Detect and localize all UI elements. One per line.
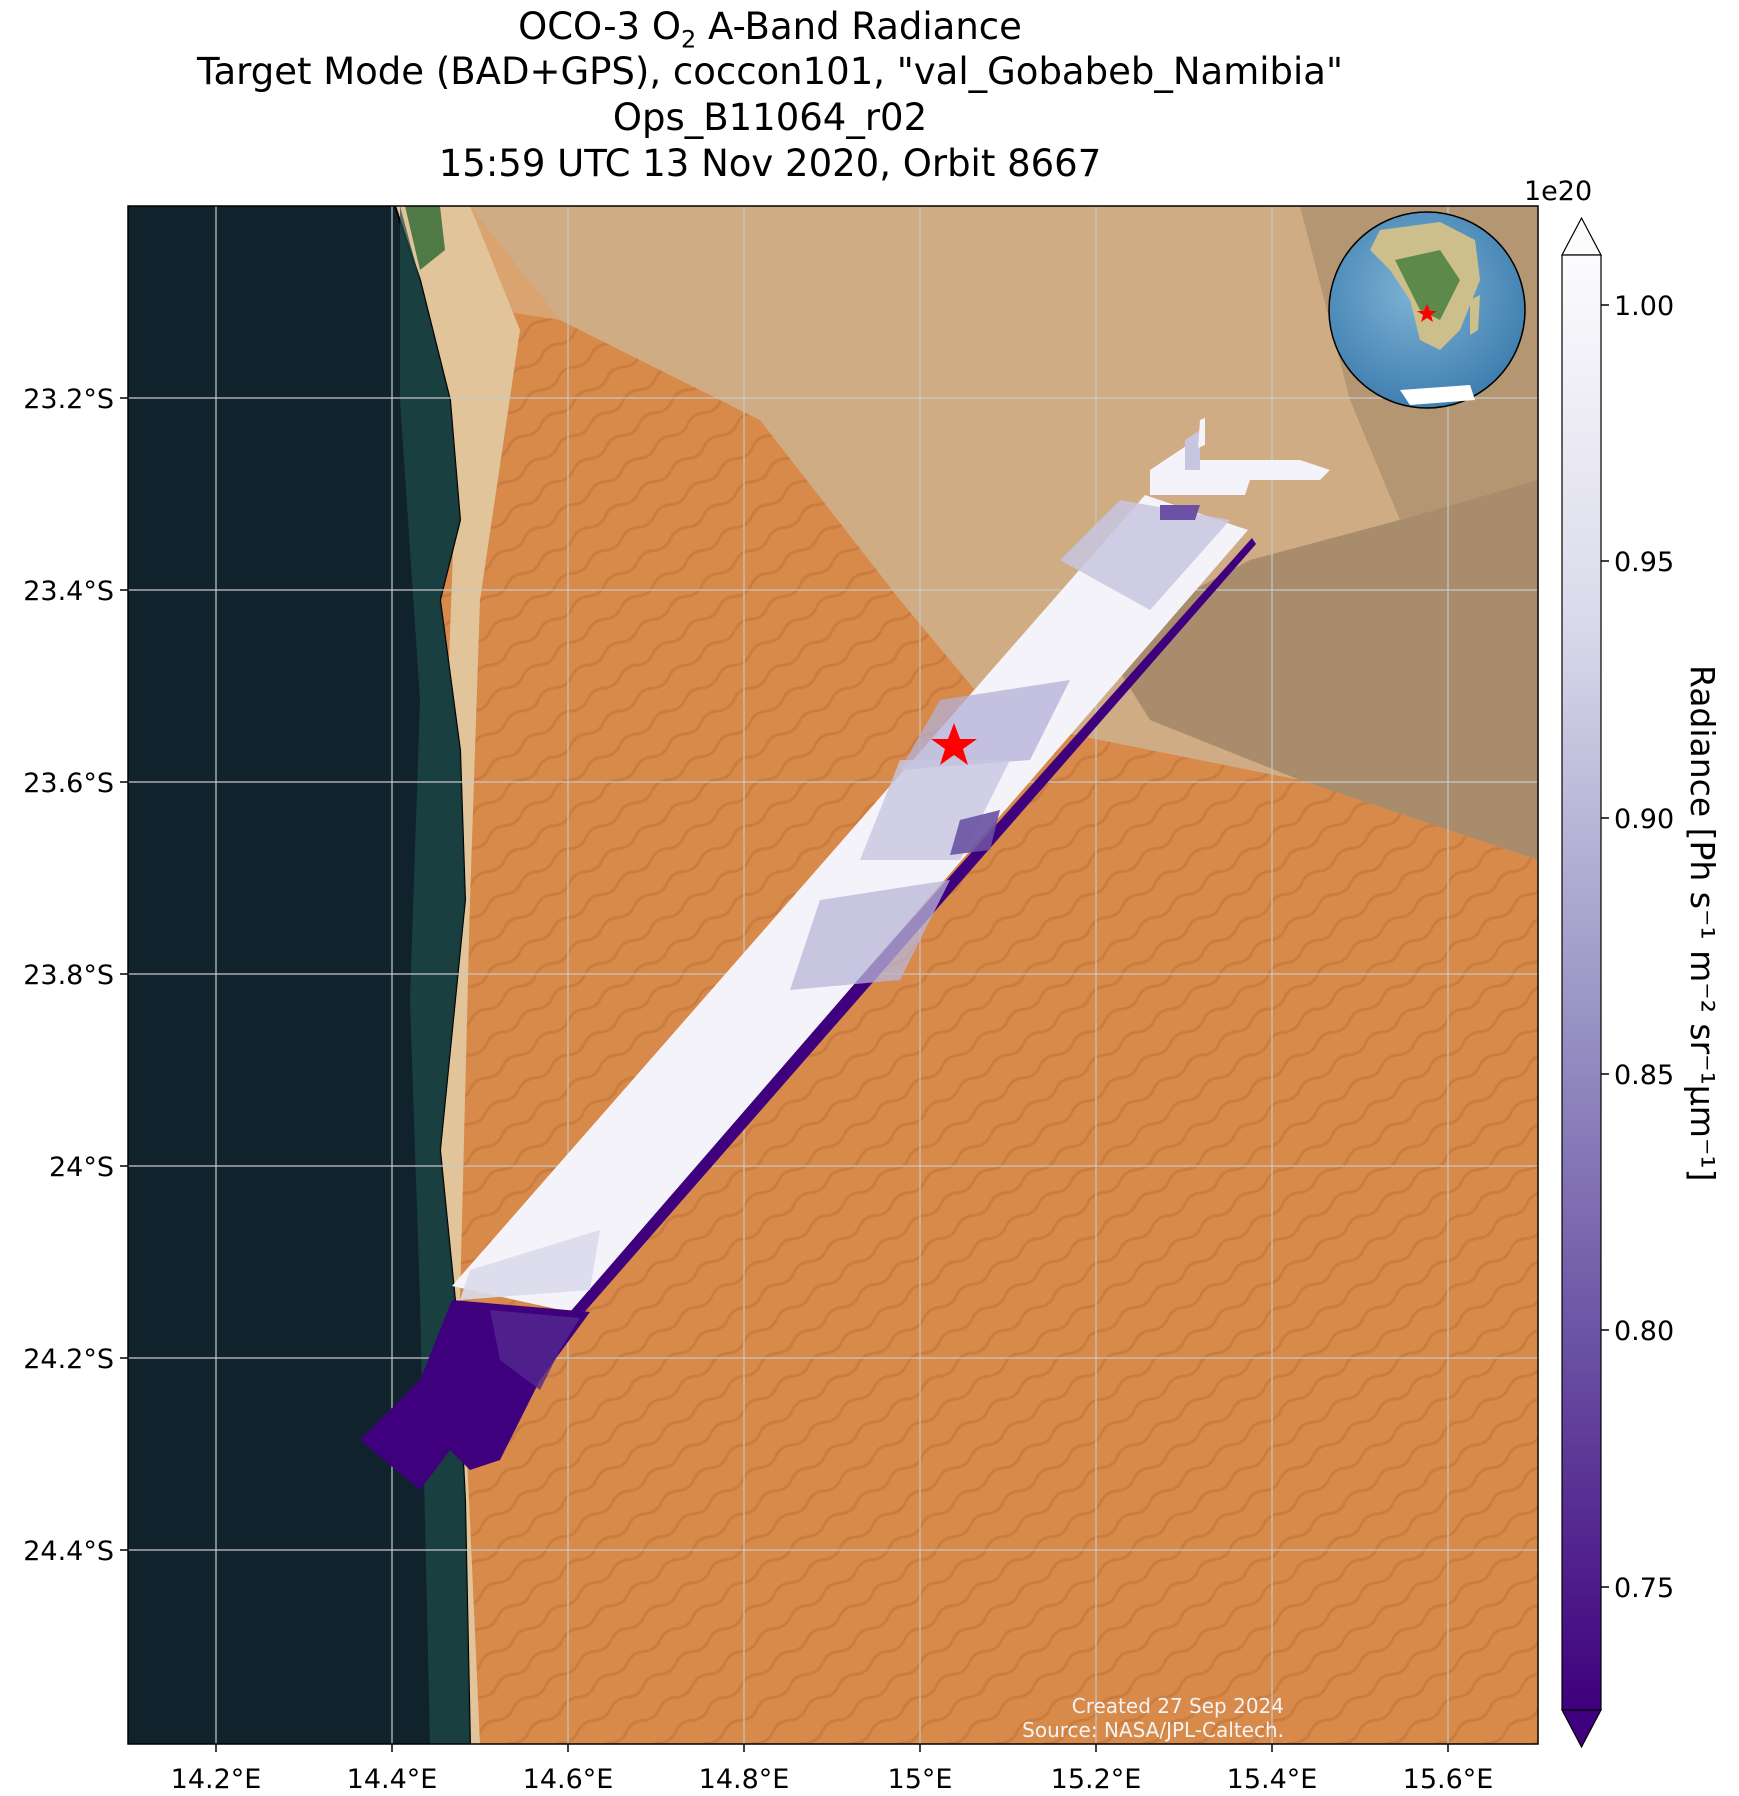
colorbar-label: Radiance [Ph s⁻¹ m⁻² sr⁻¹μm⁻¹] — [1683, 665, 1722, 1182]
lat-tick: 24°S — [49, 1152, 114, 1183]
credit-source: Source: NASA/JPL-Caltech. — [1022, 1718, 1284, 1742]
escarpment — [1100, 480, 1538, 860]
lat-tick: 23.2°S — [23, 384, 114, 415]
lon-tick: 15.2°E — [1051, 1764, 1142, 1795]
colorbar-tick: 0.90 — [1614, 804, 1674, 835]
lon-tick: 14.6°E — [523, 1764, 614, 1795]
lat-tick: 24.4°S — [23, 1536, 114, 1567]
map-area — [128, 206, 1538, 1744]
credit-created: Created 27 Sep 2024 — [1071, 1694, 1284, 1718]
colorbar: 1.00 0.95 0.90 0.85 0.80 0.75 — [1561, 216, 1674, 1749]
colorbar-exponent: 1e20 — [1524, 176, 1593, 207]
lon-tick: 15.6°E — [1403, 1764, 1494, 1795]
title-line-3: Ops_B11064_r02 — [612, 96, 928, 139]
globe-inset — [1328, 211, 1526, 409]
lat-tick: 23.8°S — [23, 960, 114, 991]
lon-tick: 14.4°E — [347, 1764, 438, 1795]
colorbar-tick: 0.80 — [1614, 1316, 1674, 1347]
colorbar-tick: 1.00 — [1614, 291, 1674, 322]
lon-tick: 15°E — [888, 1764, 953, 1795]
lon-tick: 15.4°E — [1227, 1764, 1318, 1795]
lon-labels: 14.2°E 14.4°E 14.6°E 14.8°E 15°E 15.2°E … — [171, 1764, 1494, 1795]
lat-tick: 24.2°S — [23, 1344, 114, 1375]
colorbar-tick: 0.95 — [1614, 547, 1674, 578]
colorbar-extend-low — [1561, 1709, 1602, 1749]
title-line-4: 15:59 UTC 13 Nov 2020, Orbit 8667 — [438, 142, 1102, 185]
lat-tick: 23.6°S — [23, 768, 114, 799]
globe-star-icon — [1417, 304, 1437, 322]
lon-tick: 14.2°E — [171, 1764, 262, 1795]
title-line-1: OCO-3 O2 A-Band Radiance — [518, 5, 1022, 54]
colorbar-extend-high — [1561, 216, 1602, 256]
colorbar-tick: 0.75 — [1614, 1573, 1674, 1604]
radiance-swath — [360, 418, 1330, 1490]
lat-tick: 23.4°S — [23, 576, 114, 607]
lat-labels: 23.2°S 23.4°S 23.6°S 23.8°S 24°S 24.2°S … — [23, 384, 114, 1567]
tick-marks — [120, 397, 1449, 1752]
colorbar-gradient — [1561, 254, 1602, 1711]
title-line-2: Target Mode (BAD+GPS), coccon101, "val_G… — [197, 50, 1343, 93]
lon-tick: 14.8°E — [699, 1764, 790, 1795]
colorbar-tick: 0.85 — [1614, 1060, 1674, 1091]
map-frame — [127, 205, 1539, 1745]
target-star-icon — [931, 723, 977, 765]
